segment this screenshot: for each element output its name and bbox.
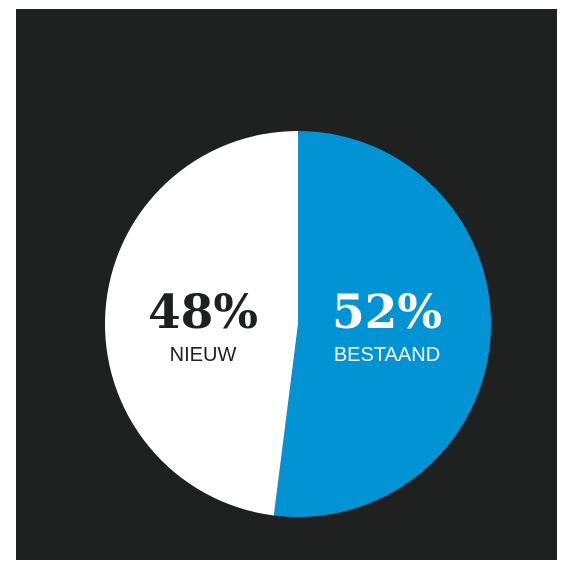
slice-value-nieuw: 48% <box>148 285 258 340</box>
slice-value-bestaand: 52% <box>332 285 442 340</box>
slice-label-nieuw: NIEUW <box>170 344 237 366</box>
pie-slice-bestaand <box>273 131 491 517</box>
pie-labels: 48% NIEUW 52% BESTAAND <box>148 285 442 366</box>
pie-slice-nieuw <box>104 131 298 516</box>
pie-slices <box>104 131 491 517</box>
slice-label-bestaand: BESTAAND <box>334 344 440 366</box>
